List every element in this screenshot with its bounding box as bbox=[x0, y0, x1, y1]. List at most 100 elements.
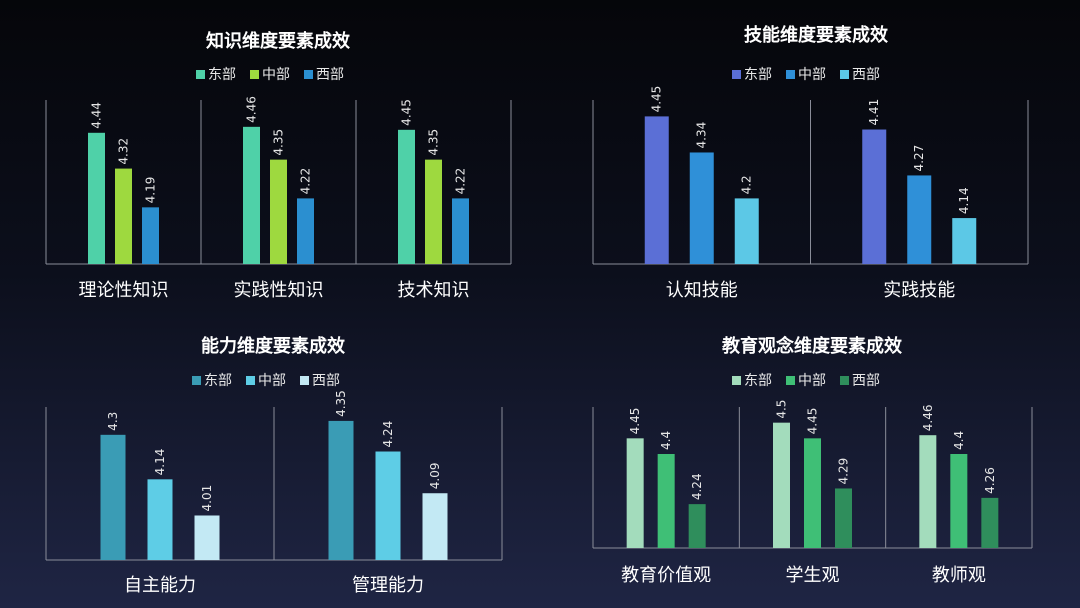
data-label: 4.14 bbox=[153, 449, 167, 476]
bar bbox=[115, 168, 132, 264]
data-label: 4.22 bbox=[299, 168, 313, 195]
category-label: 实践性知识 bbox=[234, 280, 324, 301]
legend-label: 东部 bbox=[744, 373, 772, 389]
bar bbox=[688, 504, 706, 548]
legend-label: 东部 bbox=[208, 67, 236, 83]
bar bbox=[452, 198, 469, 264]
data-label: 4.27 bbox=[912, 145, 926, 172]
data-label: 4.45 bbox=[650, 86, 664, 113]
data-label: 4.35 bbox=[427, 129, 441, 156]
bar bbox=[804, 438, 821, 548]
bar bbox=[297, 198, 314, 264]
chart-title: 知识维度要素成效 bbox=[206, 30, 351, 52]
legend-label: 中部 bbox=[262, 67, 290, 83]
data-label: 4.01 bbox=[200, 485, 214, 512]
legend-swatch bbox=[304, 70, 313, 79]
data-label: 4.4 bbox=[952, 431, 966, 450]
legend-swatch bbox=[786, 70, 795, 79]
data-label: 4.4 bbox=[659, 431, 673, 450]
category-label: 实践技能 bbox=[883, 280, 955, 301]
chart-title: 教育观念维度要素成效 bbox=[722, 335, 903, 357]
category-label: 技术知识 bbox=[398, 280, 470, 301]
bar bbox=[375, 451, 401, 560]
bar bbox=[919, 435, 937, 548]
data-label: 4.41 bbox=[867, 99, 881, 126]
bar bbox=[952, 218, 977, 264]
legend-swatch bbox=[840, 376, 849, 385]
chart-title: 技能维度要素成效 bbox=[744, 24, 889, 46]
bar bbox=[270, 159, 287, 264]
data-label: 4.45 bbox=[628, 408, 642, 435]
bar bbox=[422, 493, 448, 560]
data-label: 4.45 bbox=[806, 408, 820, 435]
data-label: 4.45 bbox=[400, 99, 414, 126]
data-label: 4.34 bbox=[695, 122, 709, 149]
category-label: 管理能力 bbox=[352, 575, 424, 596]
data-label: 4.44 bbox=[90, 102, 104, 129]
category-label: 教师观 bbox=[932, 565, 986, 586]
legend-swatch bbox=[246, 376, 255, 385]
data-label: 4.22 bbox=[454, 168, 468, 195]
bar bbox=[194, 515, 220, 560]
legend-label: 西部 bbox=[312, 373, 340, 389]
data-label: 4.24 bbox=[690, 473, 704, 500]
data-label: 4.2 bbox=[740, 175, 754, 194]
data-label: 4.5 bbox=[775, 400, 789, 419]
legend-swatch bbox=[732, 376, 741, 385]
data-label: 4.09 bbox=[428, 463, 442, 490]
bar bbox=[243, 126, 260, 264]
bar bbox=[950, 454, 968, 548]
bar bbox=[328, 420, 354, 560]
data-label: 4.46 bbox=[245, 96, 259, 123]
legend-label: 中部 bbox=[258, 373, 286, 389]
legend-label: 东部 bbox=[744, 67, 772, 83]
data-label: 4.3 bbox=[106, 412, 120, 431]
data-label: 4.32 bbox=[117, 138, 131, 165]
category-label: 学生观 bbox=[786, 565, 840, 586]
legend-swatch bbox=[840, 70, 849, 79]
legend-swatch bbox=[192, 376, 201, 385]
bar bbox=[773, 422, 790, 548]
legend-label: 中部 bbox=[798, 373, 826, 389]
category-label: 教育价值观 bbox=[621, 565, 711, 586]
bar bbox=[626, 438, 644, 548]
data-label: 4.35 bbox=[272, 129, 286, 156]
data-label: 4.46 bbox=[921, 404, 935, 431]
data-label: 4.26 bbox=[983, 467, 997, 494]
data-label: 4.35 bbox=[334, 390, 348, 417]
bar bbox=[644, 116, 669, 265]
legend-swatch bbox=[732, 70, 741, 79]
bar bbox=[398, 129, 415, 264]
bar bbox=[100, 434, 126, 560]
legend-label: 西部 bbox=[852, 67, 880, 83]
bar bbox=[862, 129, 887, 264]
bar bbox=[657, 454, 675, 548]
legend-swatch bbox=[786, 376, 795, 385]
legend-swatch bbox=[250, 70, 259, 79]
bar bbox=[981, 497, 999, 548]
data-label: 4.29 bbox=[837, 458, 851, 485]
bar bbox=[142, 207, 159, 264]
data-label: 4.19 bbox=[144, 177, 158, 204]
bar bbox=[907, 175, 932, 264]
category-label: 认知技能 bbox=[666, 280, 738, 301]
legend-label: 西部 bbox=[316, 67, 344, 83]
category-label: 自主能力 bbox=[124, 575, 196, 596]
data-label: 4.14 bbox=[957, 187, 971, 214]
legend-swatch bbox=[300, 376, 309, 385]
chart-title: 能力维度要素成效 bbox=[201, 335, 346, 357]
bar bbox=[425, 159, 442, 264]
legend-label: 中部 bbox=[798, 67, 826, 83]
category-label: 理论性知识 bbox=[79, 280, 169, 301]
bar bbox=[147, 479, 173, 560]
bar bbox=[835, 488, 852, 548]
data-label: 4.24 bbox=[381, 421, 395, 448]
bar bbox=[734, 198, 759, 264]
legend-swatch bbox=[196, 70, 205, 79]
legend-label: 西部 bbox=[852, 373, 880, 389]
